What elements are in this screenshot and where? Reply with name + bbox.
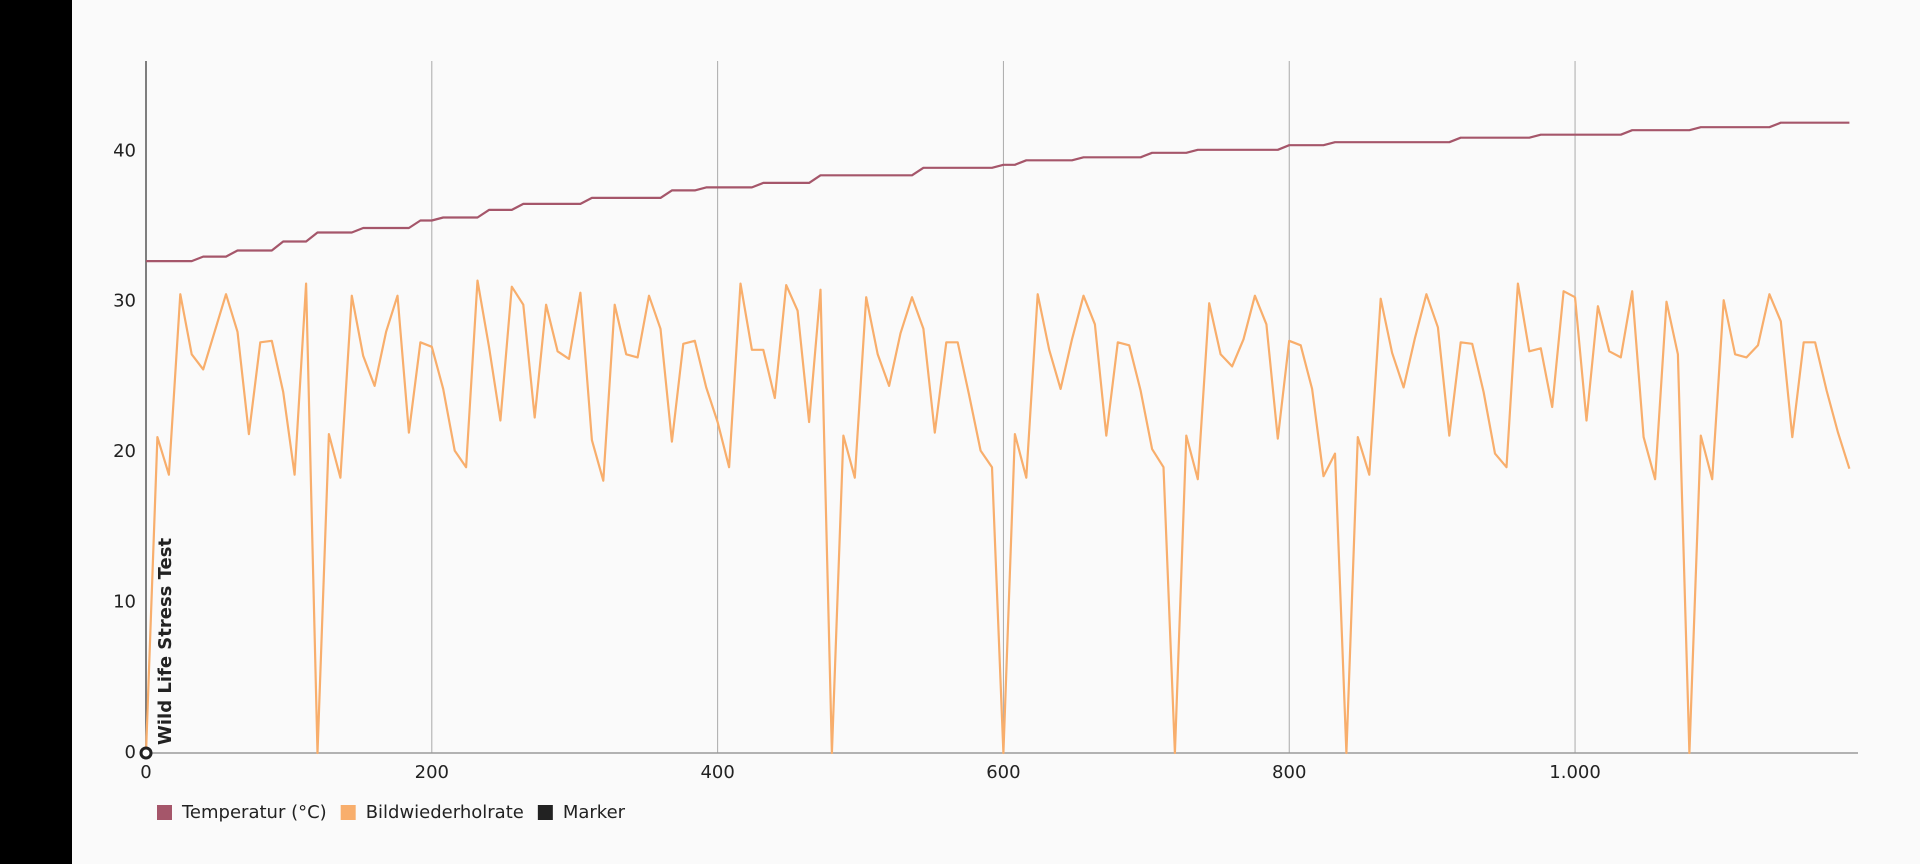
legend-swatch xyxy=(340,805,356,820)
x-tick-label: 200 xyxy=(415,762,449,783)
y-tick-label: 40 xyxy=(113,140,136,161)
x-tick-label: 1.000 xyxy=(1549,762,1601,783)
series-line xyxy=(146,121,1850,263)
legend-label: Bildwiederholrate xyxy=(366,802,524,823)
y-tick-label: 20 xyxy=(113,441,136,462)
legend-label: Temperatur (°C) xyxy=(181,802,327,823)
legend-label: Marker xyxy=(563,802,626,823)
side-bar xyxy=(0,0,72,864)
y-tick-label: 30 xyxy=(113,291,136,312)
x-tick-label: 600 xyxy=(986,762,1020,783)
legend-swatch xyxy=(537,805,553,820)
legend-swatch xyxy=(157,805,172,820)
x-tick-label: 0 xyxy=(140,762,151,783)
x-tick-label: 800 xyxy=(1272,762,1306,783)
marker-point xyxy=(139,746,153,760)
y-tick-label: 10 xyxy=(113,592,136,613)
x-tick-label: 400 xyxy=(700,762,734,783)
series-line xyxy=(144,279,1851,755)
marker-label: Wild Life Stress Test xyxy=(155,538,176,745)
y-tick-label: 0 xyxy=(125,742,136,763)
